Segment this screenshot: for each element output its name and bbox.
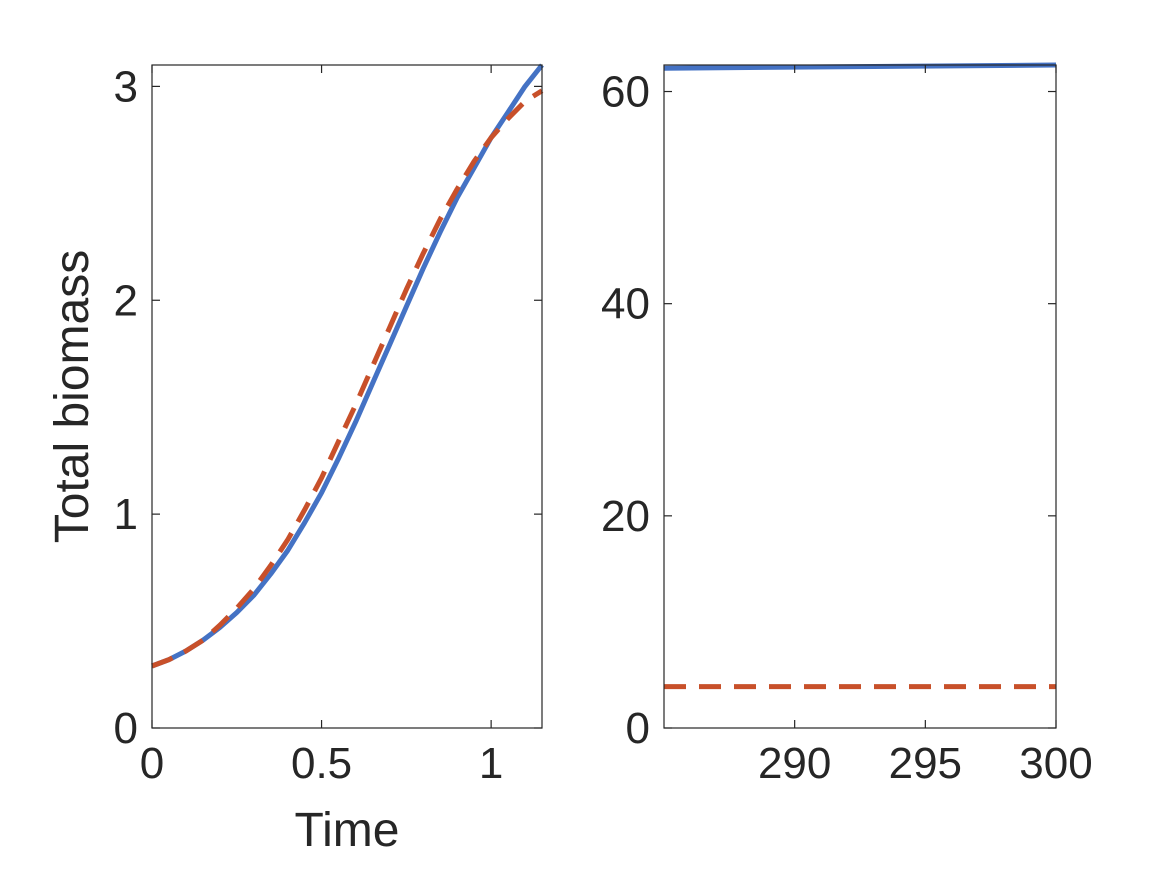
y-tick-label: 40 bbox=[601, 280, 650, 329]
y-tick-label: 1 bbox=[114, 490, 138, 539]
y-tick-label: 2 bbox=[114, 276, 138, 325]
x-tick-label: 290 bbox=[758, 739, 831, 788]
y-tick-label: 3 bbox=[114, 62, 138, 111]
chart-panel-right: 290 295 300 0 20 40 60 bbox=[601, 62, 1093, 788]
series-line-1 bbox=[151, 88, 544, 669]
y-tick-label: 0 bbox=[626, 704, 650, 753]
x-tick-label: 300 bbox=[1019, 739, 1092, 788]
y-axis-title: Total biomass bbox=[46, 250, 99, 543]
chart-panel-left: 0 0.5 1 0 1 2 3 Time Total biomass bbox=[46, 62, 544, 857]
y-tick-label: 20 bbox=[601, 492, 650, 541]
x-tick-label: 1 bbox=[479, 739, 503, 788]
x-tick-label: 0 bbox=[140, 739, 164, 788]
axes-frame bbox=[663, 64, 1057, 729]
axes-frame bbox=[151, 64, 543, 729]
y-tick-label: 60 bbox=[601, 68, 650, 117]
x-tick-label: 295 bbox=[889, 739, 962, 788]
y-tick-label: 0 bbox=[114, 704, 138, 753]
series-line-0 bbox=[151, 63, 544, 669]
x-axis-title: Time bbox=[295, 804, 400, 857]
x-tick-label: 0.5 bbox=[291, 739, 352, 788]
